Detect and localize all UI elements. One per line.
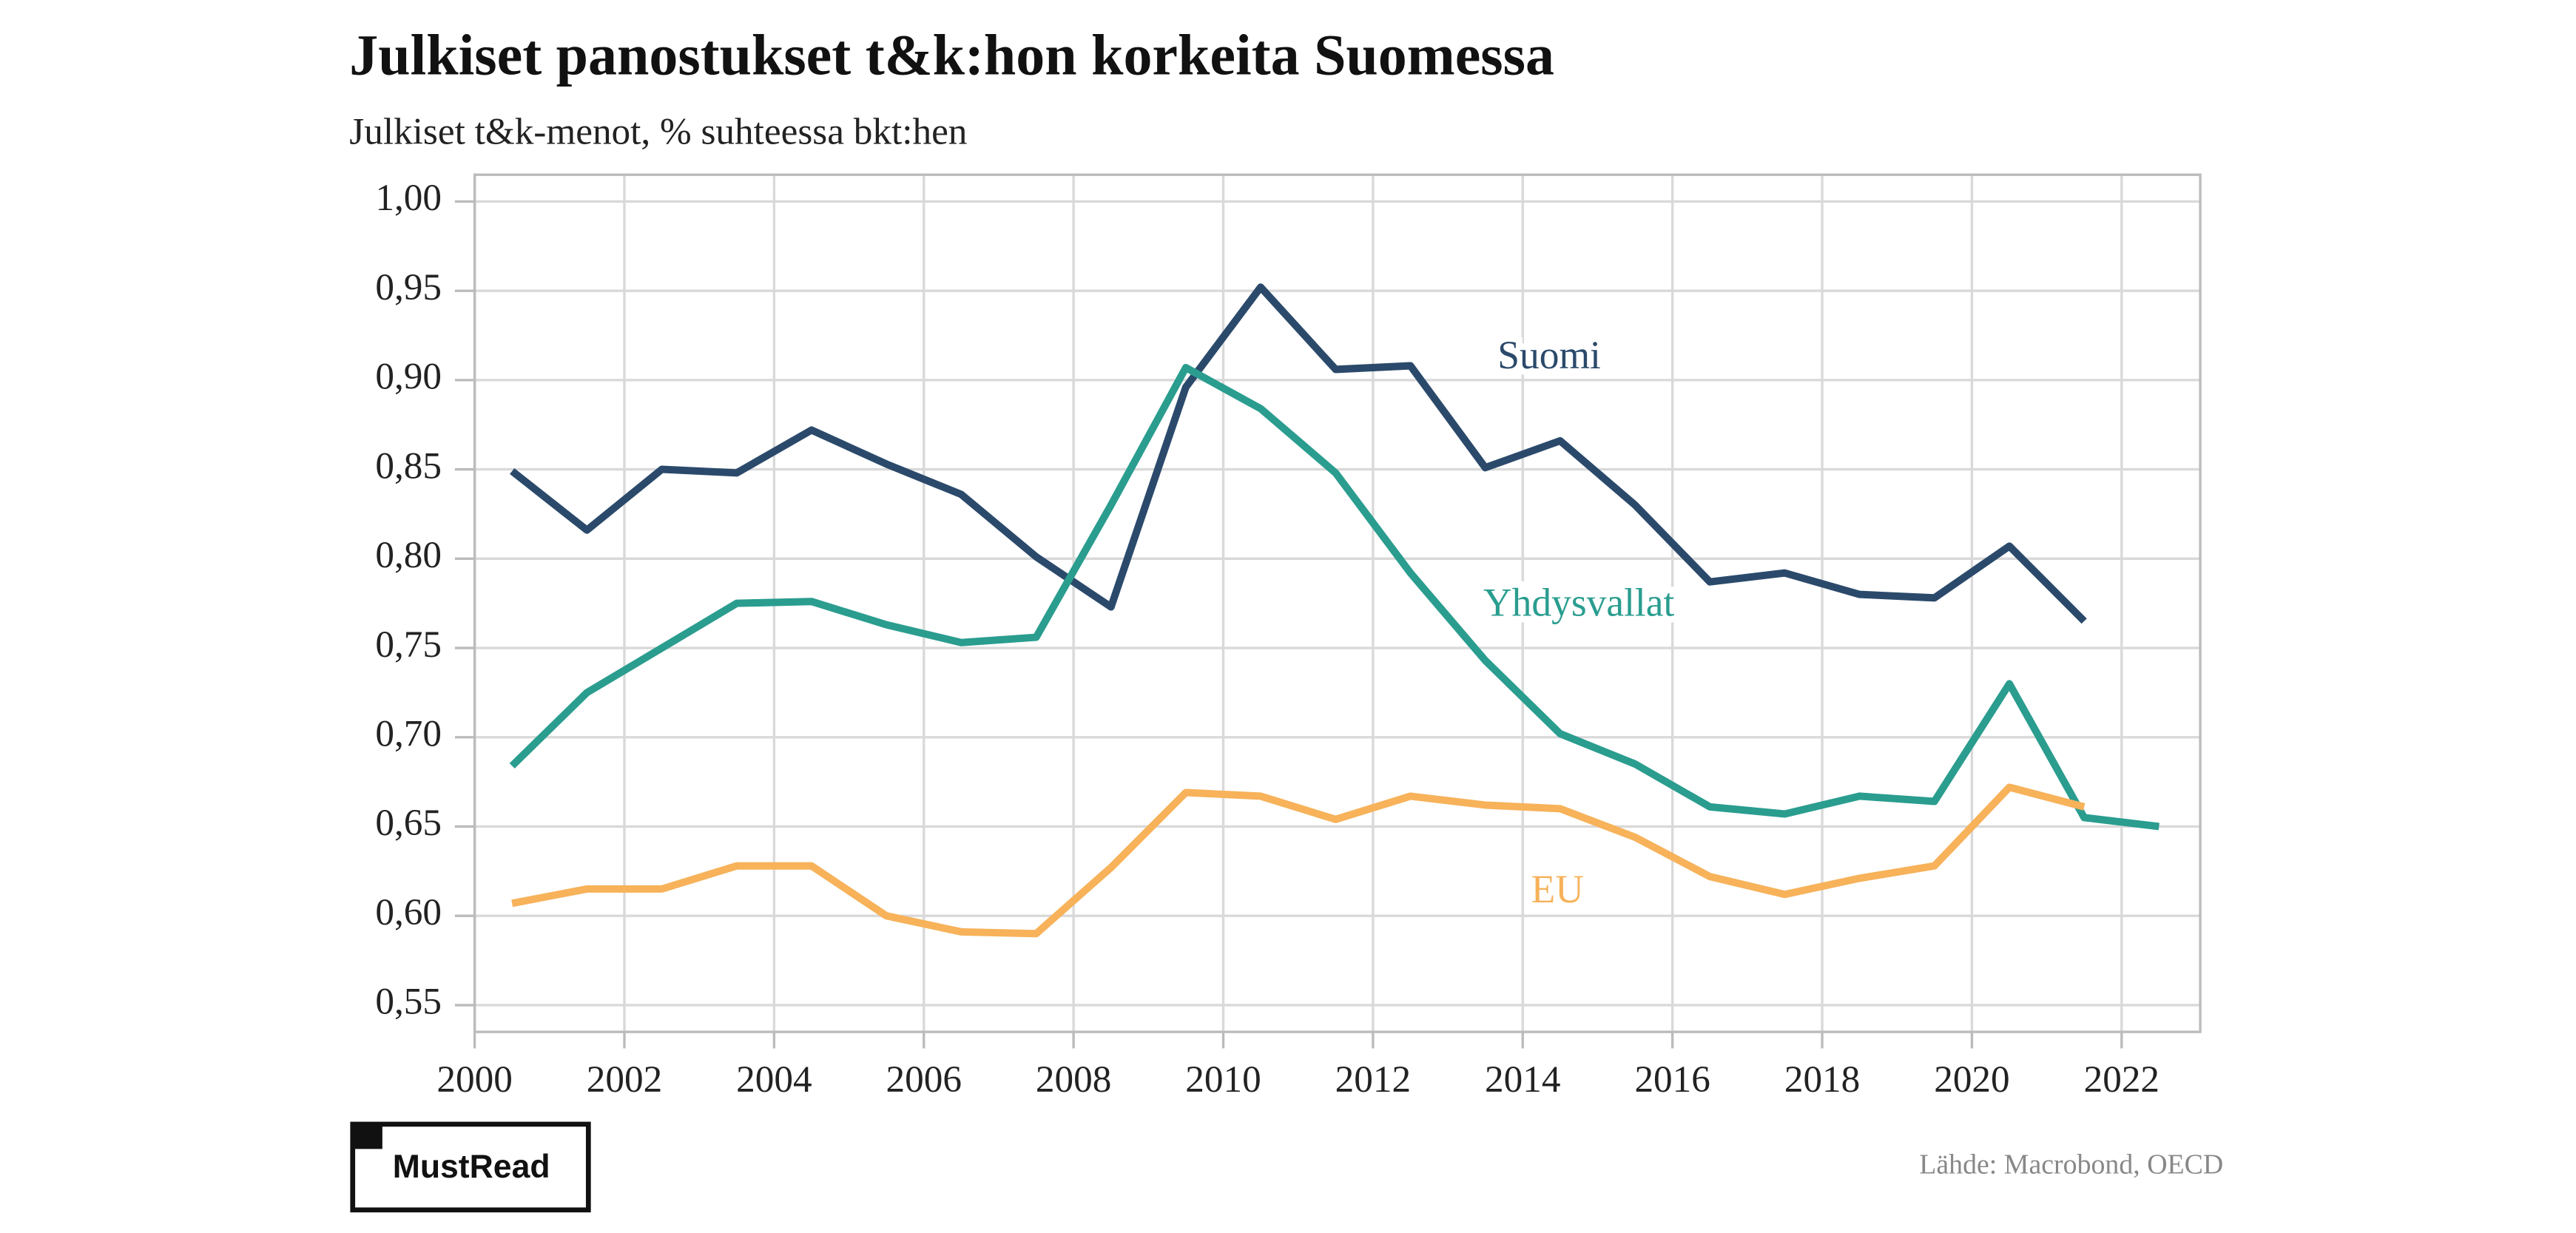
y-tick-label: 1,00	[375, 177, 442, 219]
y-tick-label: 0,90	[375, 356, 442, 398]
y-tick-label: 0,75	[375, 624, 442, 666]
y-tick-label: 0,95	[375, 266, 442, 308]
y-tick-label: 0,60	[375, 891, 442, 933]
x-tick-label: 2020	[1934, 1058, 2009, 1101]
plot-frame	[473, 173, 2202, 1033]
x-tick-label: 2022	[2084, 1058, 2159, 1101]
x-tick-label: 2002	[587, 1058, 662, 1101]
x-tick-label: 2008	[1036, 1058, 1111, 1101]
source: Lähde: Macrobond, OECD	[1919, 1149, 2223, 1180]
x-tick-label: 2010	[1185, 1058, 1261, 1101]
series-label: EU	[1531, 867, 1584, 911]
x-tick-label: 2000	[436, 1058, 512, 1101]
logo: MustRead	[350, 1121, 591, 1213]
y-tick-label: 0,65	[375, 802, 442, 844]
y-tick-label: 0,85	[375, 445, 442, 487]
x-tick-label: 2014	[1485, 1058, 1560, 1101]
x-tick-label: 2018	[1784, 1058, 1860, 1101]
series-line	[510, 283, 2087, 624]
y-tick-label: 0,70	[375, 713, 442, 755]
logo-corner	[352, 1124, 382, 1149]
x-tick-label: 2006	[886, 1058, 962, 1101]
series-line	[509, 363, 2159, 831]
x-tick-label: 2004	[736, 1058, 812, 1101]
x-tick-label: 2016	[1634, 1058, 1710, 1101]
logo-frame	[350, 1121, 591, 1213]
chart-subtitle: Julkiset t&k-menot, % suhteessa bkt:hen	[349, 111, 967, 153]
series-label: Yhdysvallat	[1483, 580, 1674, 624]
series-label: Suomi	[1497, 333, 1601, 377]
chart-title: Julkiset panostukset t&k:hon korkeita Su…	[349, 23, 1554, 87]
series-line	[511, 783, 2086, 938]
logo-text: MustRead	[393, 1149, 550, 1185]
y-tick-label: 0,80	[375, 534, 442, 576]
y-tick-label: 0,55	[375, 981, 442, 1023]
x-tick-label: 2012	[1335, 1058, 1411, 1101]
